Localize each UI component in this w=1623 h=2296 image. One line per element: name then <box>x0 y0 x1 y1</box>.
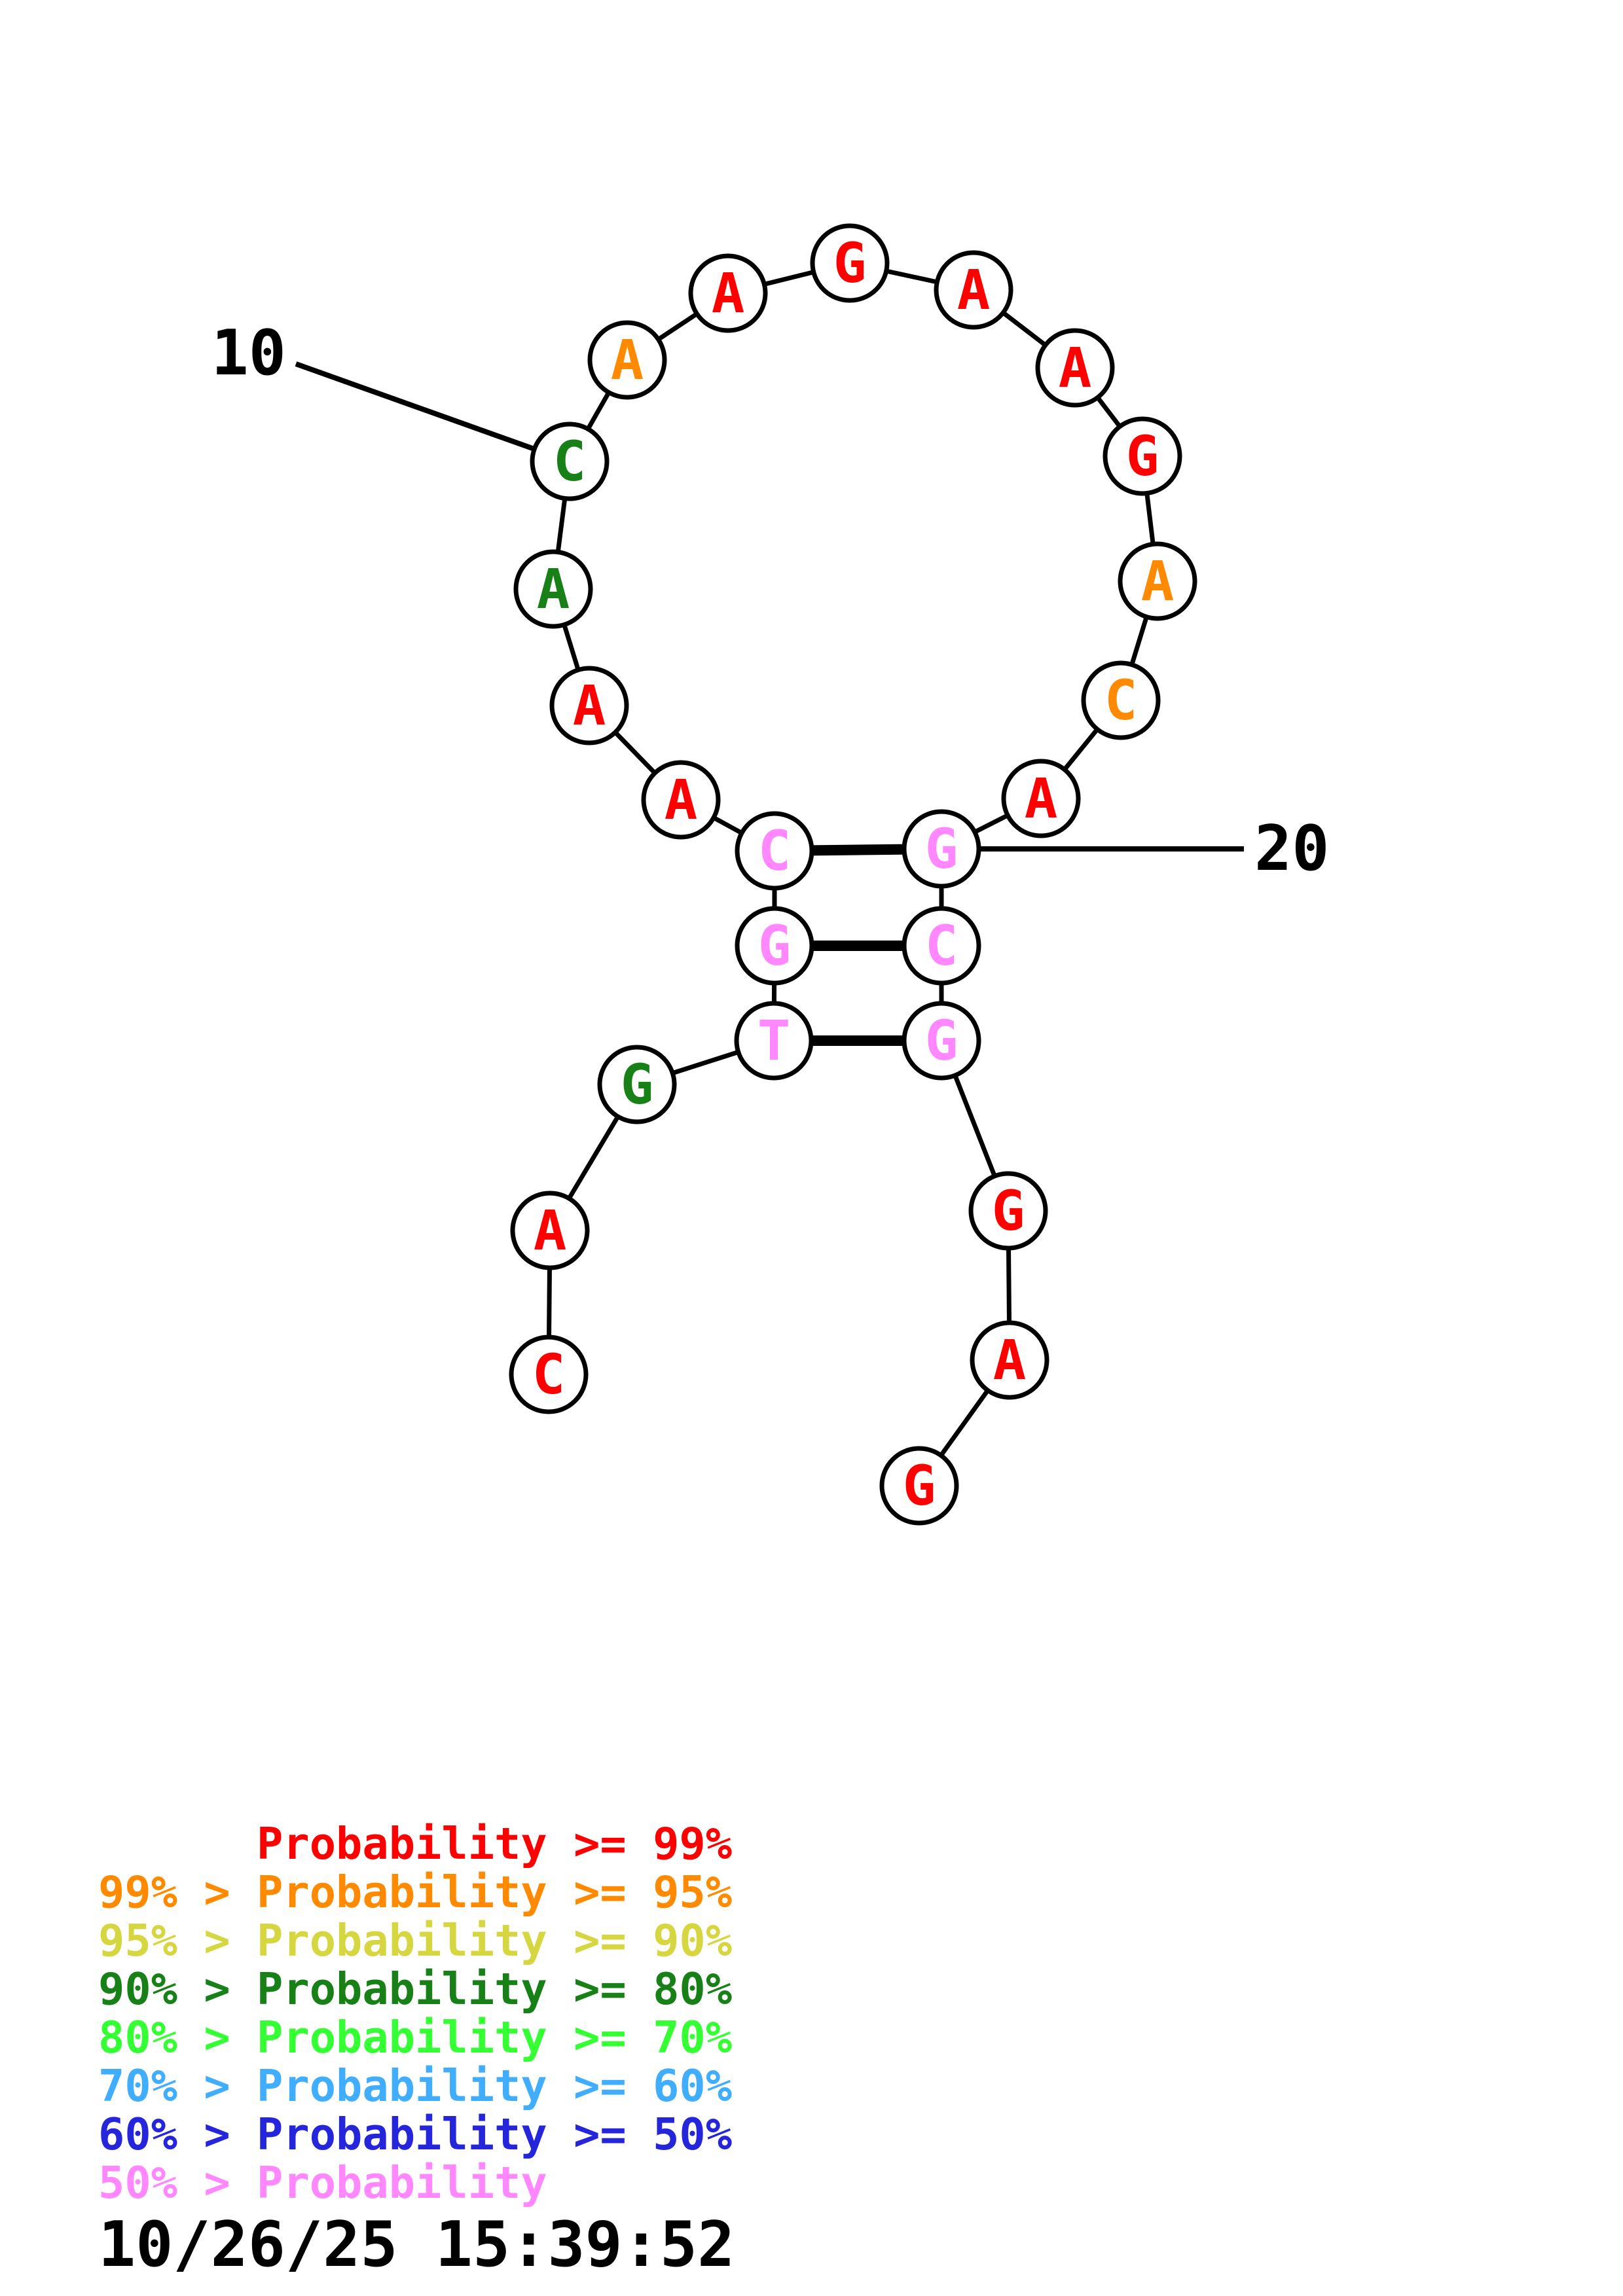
nucleotide-node <box>968 1171 1048 1251</box>
nucleotide-letter: C <box>532 1342 566 1407</box>
nucleotide-node <box>688 253 768 333</box>
nucleotide-letter: G <box>992 1179 1025 1243</box>
position-label: 20 <box>1254 813 1329 885</box>
nucleotide-letter: G <box>758 914 792 978</box>
nucleotide-node <box>902 906 981 986</box>
nucleotide-node <box>509 1335 589 1414</box>
nucleotide-letter: A <box>1059 336 1092 400</box>
nucleotide-node <box>735 811 814 891</box>
nucleotide-letter: A <box>573 673 606 738</box>
nucleotide-node <box>549 666 629 745</box>
nucleotide-node <box>587 320 667 400</box>
nucleotide-node <box>970 1320 1049 1400</box>
nucleotide-letter: A <box>957 258 991 322</box>
nucleotide-letter: C <box>553 429 587 493</box>
nucleotide-letter: C <box>758 819 792 883</box>
nucleotide-node <box>735 906 814 986</box>
nucleotide-letter: A <box>665 768 698 832</box>
nucleotide-node <box>1001 759 1081 838</box>
nucleotide-letter: A <box>1141 549 1175 613</box>
nucleotide-node <box>934 250 1013 330</box>
legend-row: 99% > Probability >= 95% <box>98 1867 733 1918</box>
nucleotide-node <box>1081 660 1161 740</box>
nucleotide-node <box>510 1191 590 1270</box>
nucleotide-letter: A <box>1025 766 1058 831</box>
nucleotide-node <box>1118 541 1197 621</box>
nucleotide-letter: A <box>534 1198 567 1263</box>
nucleotide-node <box>902 809 981 889</box>
legend-row: 80% > Probability >= 70% <box>98 2012 733 2063</box>
nucleotide-letter: A <box>537 557 570 621</box>
nucleotide-letter: A <box>993 1328 1027 1392</box>
legend-row: 50% > Probability <box>98 2157 547 2208</box>
probability-legend: Probability >= 99% 99% > Probability >= 9… <box>98 1820 732 2207</box>
legend-row: 90% > Probability >= 80% <box>98 1964 733 2015</box>
nucleotide-letter: A <box>611 328 644 392</box>
nucleotide-node <box>810 223 890 303</box>
nucleotide-letter: A <box>712 261 745 325</box>
nucleotide-letter: G <box>903 1454 936 1518</box>
nucleotide-letter: C <box>925 914 958 978</box>
timestamp: 10/26/25 15:39:52 <box>98 2209 735 2281</box>
legend-row: 95% > Probability >= 90% <box>98 1915 733 1966</box>
nucleotide-node <box>513 549 593 629</box>
legend-row: 70% > Probability >= 60% <box>98 2060 733 2111</box>
nucleotide-node <box>530 422 610 501</box>
nucleotide-node <box>597 1045 677 1124</box>
legend-row: Probability >= 99% <box>98 1818 733 1869</box>
nucleotide-letter: C <box>1104 668 1138 732</box>
nucleotide-letter: G <box>925 817 958 881</box>
nucleotide-letter: G <box>621 1052 654 1117</box>
legend-row: 60% > Probability >= 50% <box>98 2109 733 2160</box>
nucleotide-node <box>879 1446 959 1526</box>
nucleotide-node <box>641 760 721 840</box>
nucleotide-node <box>902 1001 981 1081</box>
position-label-line <box>295 361 536 452</box>
nucleotide-letter: G <box>925 1009 958 1073</box>
nucleotide-node <box>1103 416 1182 496</box>
nucleotide-node <box>1035 328 1115 408</box>
nucleotide-letter: T <box>757 1009 791 1073</box>
nucleotide-node <box>734 1001 814 1081</box>
nucleotide-letter: G <box>833 231 867 295</box>
position-label: 10 <box>211 317 286 389</box>
nucleotide-letter: G <box>1126 424 1159 488</box>
